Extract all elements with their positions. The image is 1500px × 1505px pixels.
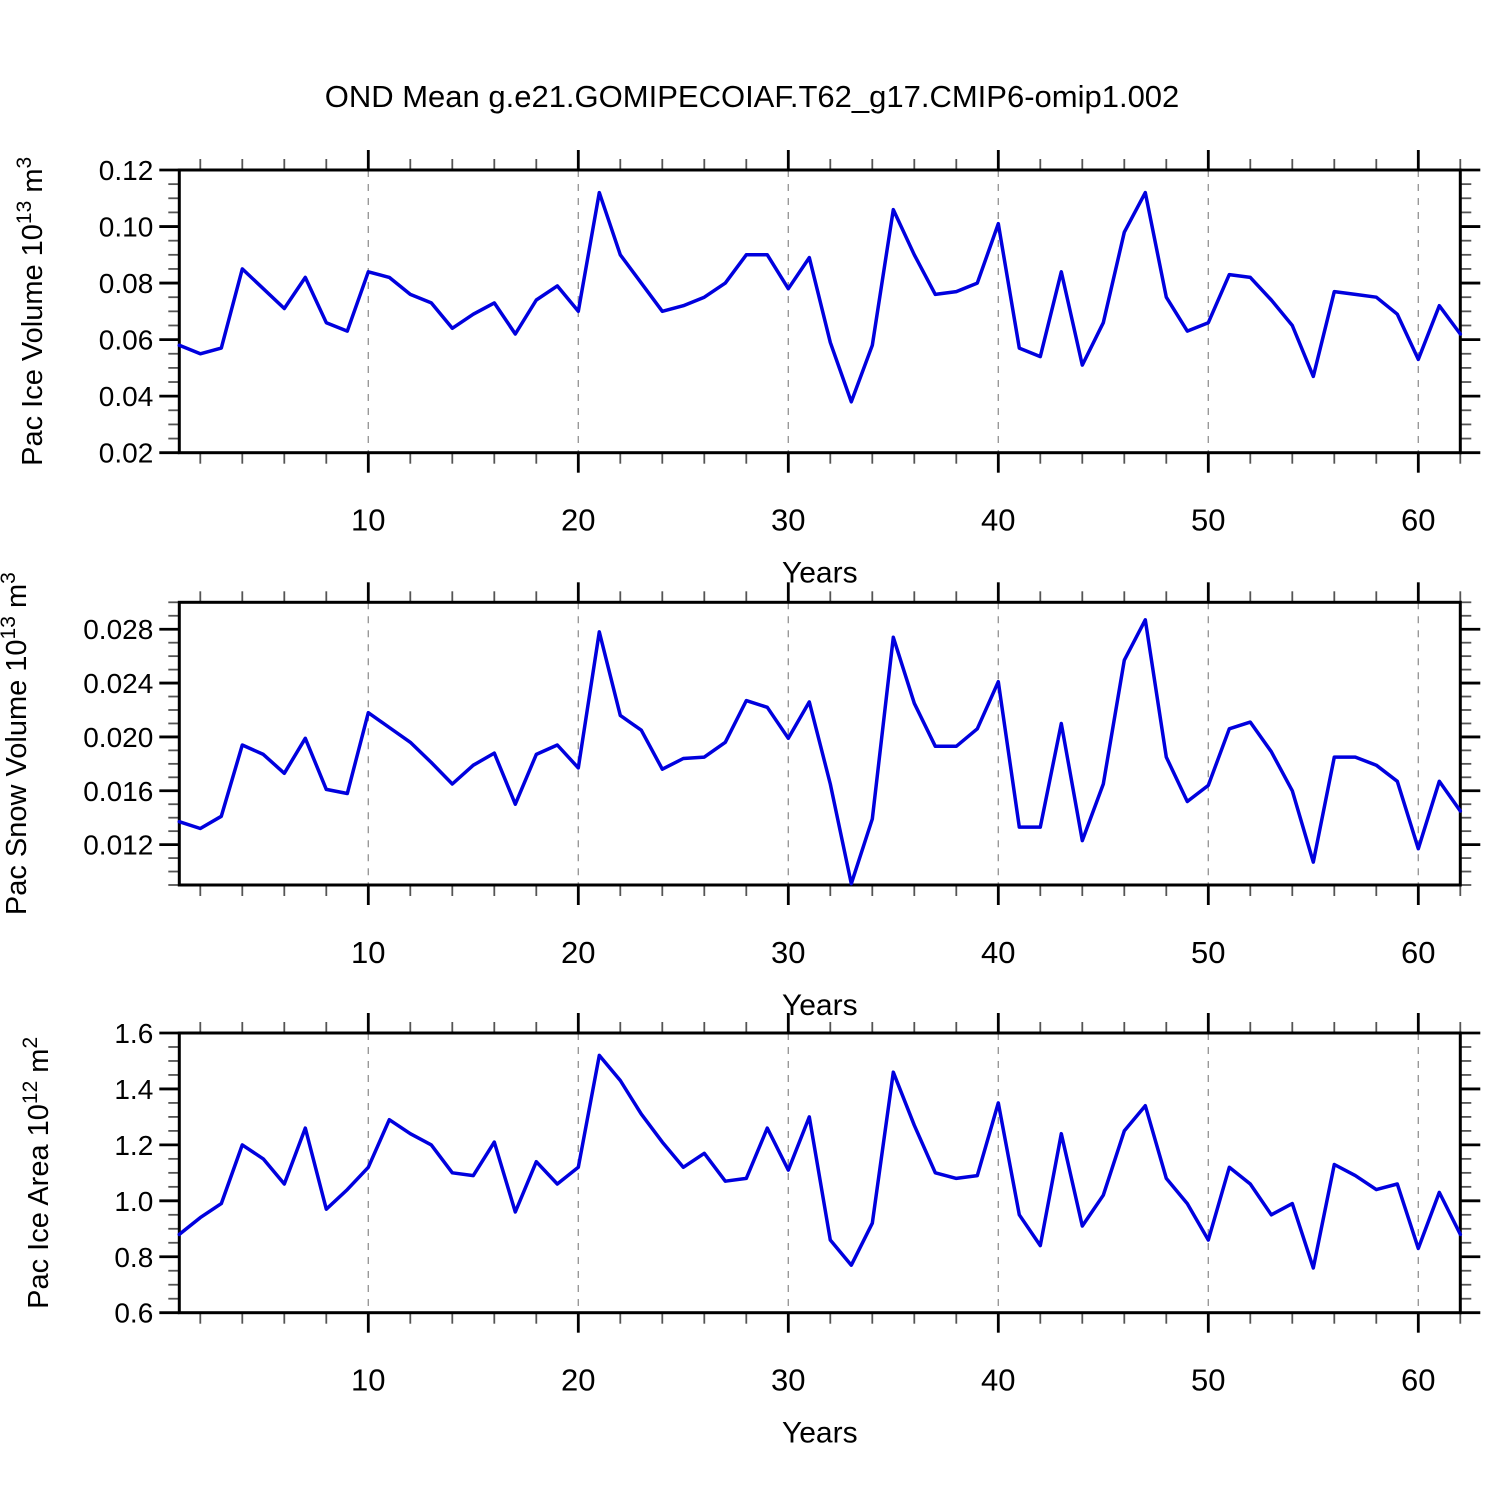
plot-frame [177, 168, 1462, 455]
y-tick-label: 0.12 [99, 155, 154, 186]
y-tick-label: 0.024 [83, 668, 153, 699]
y-tick-label: 0.10 [99, 212, 154, 243]
y-axis-title: Pac Snow Volume 1013 m3 [0, 572, 33, 915]
x-tick-label: 10 [351, 1363, 385, 1398]
panel-pac-ice-volume: 0.02 0.04 0.06 0.08 0.10 0.12 10 20 30 40 50 60 Year… [13, 150, 1481, 590]
plot-frame [177, 1031, 1462, 1315]
y-tick-label: 0.020 [83, 722, 153, 753]
x-tick-label: 40 [981, 1363, 1015, 1398]
data-line-pac-ice-area [177, 1053, 1463, 1270]
x-tick-label: 40 [981, 503, 1015, 538]
x-tick-label: 40 [981, 935, 1015, 970]
y-tick-label: 1.4 [114, 1074, 153, 1105]
y-tick-label: 0.8 [114, 1242, 153, 1273]
x-tick-label: 60 [1401, 935, 1435, 970]
x-tick-label: 20 [561, 1363, 595, 1398]
y-tick-label: 1.2 [114, 1130, 153, 1161]
y-tick-label: 0.06 [99, 325, 154, 356]
y-axis-title: Pac Ice Volume 1013 m3 [13, 157, 49, 466]
y-tick-label: 0.6 [114, 1298, 153, 1329]
x-axis-title: Years [782, 557, 858, 590]
x-tick-label: 10 [351, 503, 385, 538]
y-tick-label: 1.0 [114, 1186, 153, 1217]
data-line-pac-snow-volume [177, 618, 1463, 886]
chart-title: OND Mean g.e21.GOMIPECOIAF.T62_g17.CMIP6… [325, 79, 1180, 114]
x-tick-label: 10 [351, 935, 385, 970]
panel-pac-snow-volume: 0.012 0.016 0.020 0.024 0.028 10 20 30 40 50 60 Yea… [0, 572, 1481, 1022]
x-axis-title: Years [782, 1417, 858, 1450]
x-tick-label: 30 [771, 1363, 805, 1398]
y-tick-label: 0.028 [83, 614, 153, 645]
y-tick-label: 0.08 [99, 268, 154, 299]
x-tick-label: 20 [561, 935, 595, 970]
x-tick-label: 60 [1401, 1363, 1435, 1398]
x-tick-label: 30 [771, 935, 805, 970]
y-tick-label: 0.016 [83, 776, 153, 807]
x-tick-label: 50 [1191, 503, 1225, 538]
panel-pac-ice-area: 0.6 0.8 1.0 1.2 1.4 1.6 10 20 30 40 50 60 Years Pac I… [19, 1013, 1481, 1450]
data-line-pac-ice-volume [177, 190, 1463, 404]
x-tick-label: 50 [1191, 935, 1225, 970]
x-tick-label: 60 [1401, 503, 1435, 538]
plot-frame [177, 600, 1462, 887]
x-tick-label: 50 [1191, 1363, 1225, 1398]
x-tick-label: 20 [561, 503, 595, 538]
y-tick-label: 1.6 [114, 1018, 153, 1049]
y-tick-label: 0.04 [99, 381, 154, 412]
x-tick-label: 30 [771, 503, 805, 538]
x-axis-title: Years [782, 989, 858, 1022]
y-tick-label: 0.02 [99, 438, 154, 469]
y-tick-label: 0.012 [83, 830, 153, 861]
y-axis-title: Pac Ice Area 1012 m2 [19, 1037, 55, 1309]
